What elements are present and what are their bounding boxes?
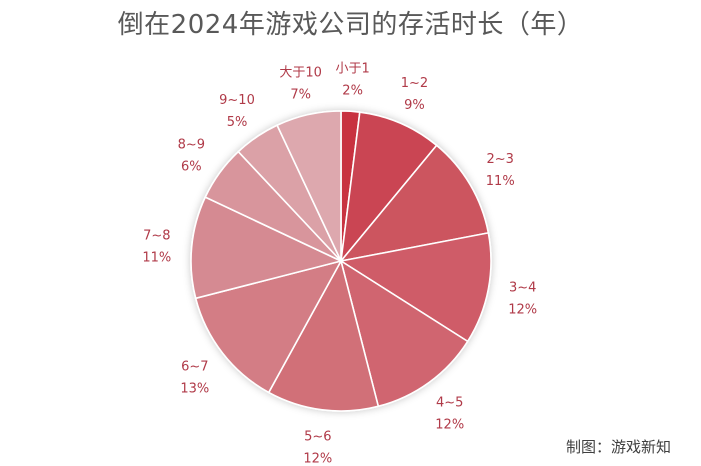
chart-credit: 制图：游戏新知 — [565, 438, 671, 456]
slice-label: 4~5 12% — [435, 396, 464, 433]
slice-label: 7~8 11% — [142, 229, 171, 266]
pie-slice — [194, 259, 343, 394]
slice-category-label: 2~3 — [487, 152, 514, 167]
slice-value-label: 11% — [142, 251, 171, 266]
pie-slice — [190, 196, 344, 300]
slice-value-label: 6% — [181, 159, 202, 174]
slice-category-label: 8~9 — [178, 137, 205, 152]
slice-value-label: 2% — [342, 83, 363, 98]
pie-slice — [338, 231, 492, 343]
pie-slice — [338, 144, 490, 263]
slice-category-label: 1~2 — [401, 76, 428, 91]
slice-value-label: 5% — [227, 115, 248, 130]
slice-value-label: 11% — [486, 174, 515, 189]
pie-slice — [267, 258, 380, 412]
slice-label: 大于10 7% — [279, 65, 322, 102]
slice-value-label: 12% — [435, 418, 464, 433]
slice-value-label: 7% — [290, 87, 311, 102]
slice-value-label: 9% — [404, 98, 425, 113]
slice-label: 6~7 13% — [180, 359, 209, 396]
slice-value-label: 12% — [303, 452, 332, 466]
slice-label: 1~2 9% — [401, 76, 428, 113]
slice-category-label: 3~4 — [509, 281, 536, 296]
slice-label: 小于1 2% — [335, 61, 369, 98]
pie-slice — [276, 110, 342, 262]
slice-category-label: 小于1 — [335, 61, 369, 76]
slice-value-label: 12% — [508, 303, 537, 318]
slice-category-label: 4~5 — [436, 396, 463, 411]
slice-label: 3~4 12% — [508, 281, 537, 318]
slice-category-label: 5~6 — [304, 430, 331, 445]
slice-category-label: 6~7 — [181, 359, 208, 374]
slice-label: 9~10 5% — [219, 93, 255, 130]
slice-category-label: 大于10 — [279, 65, 322, 80]
pie-slice — [339, 111, 438, 264]
slice-category-label: 9~10 — [219, 93, 255, 108]
slice-category-label: 7~8 — [143, 229, 170, 244]
chart-title: 倒在2024年游戏公司的存活时长（年） — [117, 10, 584, 40]
slice-label: 2~3 11% — [486, 152, 515, 189]
pie-slice — [339, 259, 469, 408]
slice-label: 5~6 12% — [303, 430, 332, 466]
slice-label: 8~9 6% — [178, 137, 205, 174]
slice-value-label: 13% — [180, 381, 209, 396]
